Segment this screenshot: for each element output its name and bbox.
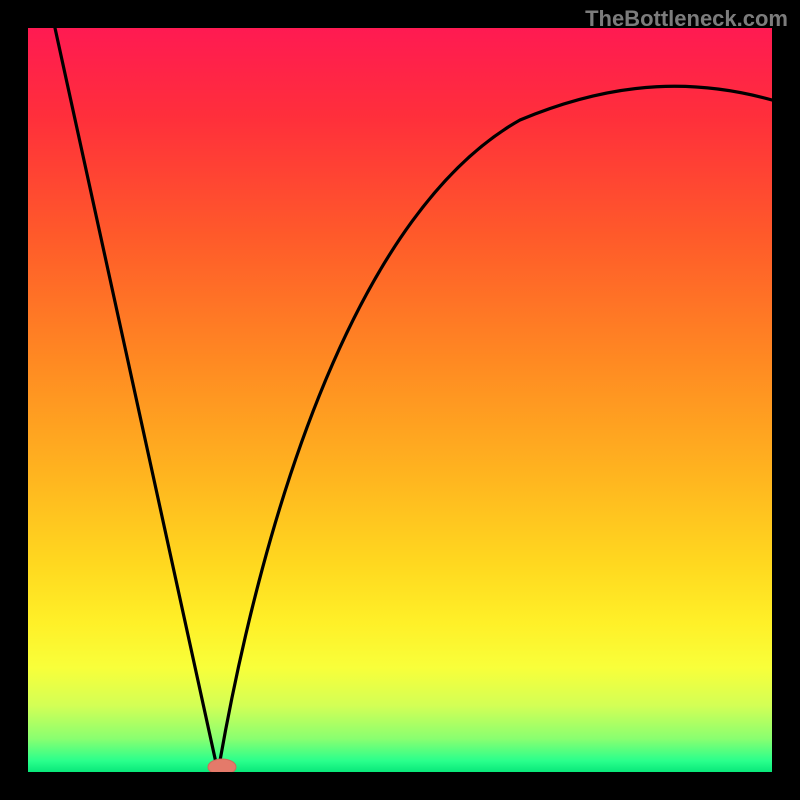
chart-gradient-background bbox=[28, 28, 772, 772]
bottleneck-chart: TheBottleneck.com bbox=[0, 0, 800, 800]
chart-svg bbox=[0, 0, 800, 800]
watermark-text: TheBottleneck.com bbox=[585, 6, 788, 32]
